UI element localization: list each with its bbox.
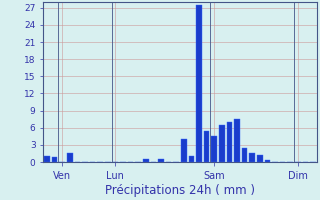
Bar <box>234 119 240 162</box>
Bar <box>158 159 164 162</box>
Bar <box>242 148 247 162</box>
Bar <box>257 155 263 162</box>
X-axis label: Précipitations 24h ( mm ): Précipitations 24h ( mm ) <box>105 184 255 197</box>
Bar <box>204 131 210 162</box>
Bar <box>143 159 149 162</box>
Bar <box>44 156 50 162</box>
Bar <box>196 5 202 162</box>
Bar <box>227 122 232 162</box>
Bar <box>52 157 58 162</box>
Bar <box>265 160 270 162</box>
Bar <box>211 136 217 162</box>
Bar <box>219 125 225 162</box>
Bar <box>249 153 255 162</box>
Bar <box>67 153 73 162</box>
Bar <box>181 139 187 162</box>
Bar <box>188 156 194 162</box>
